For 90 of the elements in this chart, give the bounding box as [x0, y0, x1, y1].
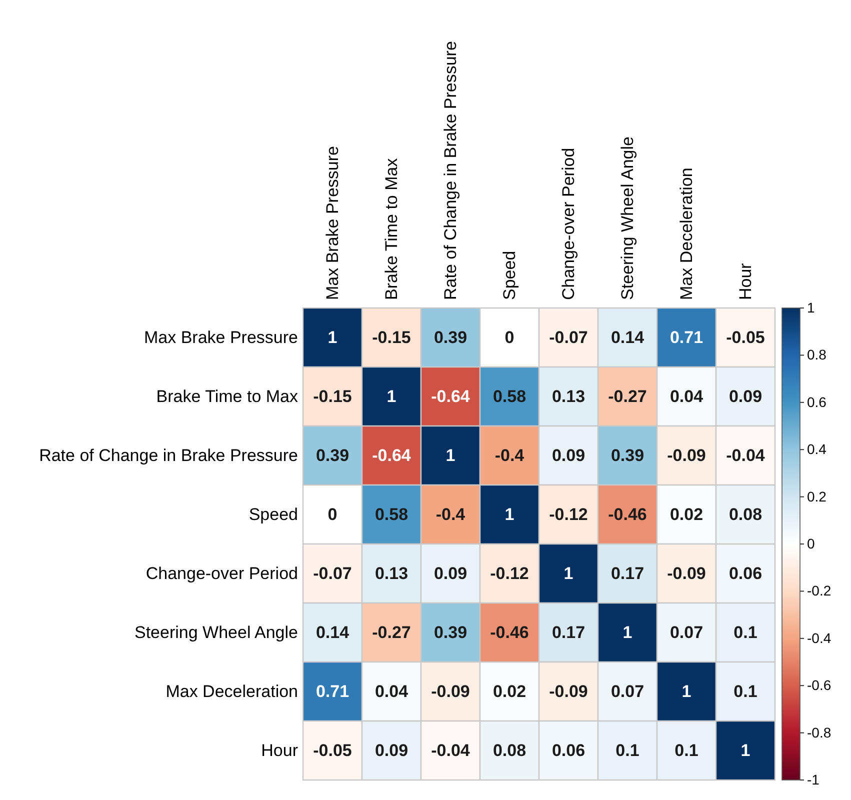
data-label: 0.08 — [492, 741, 526, 760]
data-label: 1 — [740, 741, 750, 760]
x-tick-label: Hour — [736, 262, 755, 300]
data-label: -0.12 — [490, 564, 529, 583]
data-label: 0.09 — [728, 387, 762, 406]
data-label: -0.04 — [726, 446, 766, 465]
data-label: 1 — [328, 328, 338, 347]
data-label: 0.17 — [552, 623, 586, 642]
data-label: -0.46 — [608, 505, 647, 524]
color-bar-label: -0.2 — [807, 582, 832, 599]
data-label: -0.46 — [490, 623, 529, 642]
data-label: -0.07 — [549, 328, 588, 347]
data-label: 0.04 — [670, 387, 704, 406]
data-label: -0.4 — [436, 505, 466, 524]
data-label: 0.58 — [492, 387, 526, 406]
y-tick-label: Rate of Change in Brake Pressure — [39, 446, 298, 465]
data-label: -0.05 — [313, 741, 352, 760]
data-label: 0.07 — [670, 623, 704, 642]
color-bar-label: 0.6 — [807, 394, 827, 410]
x-tick-label: Max Deceleration — [677, 168, 696, 300]
y-tick-label: Hour — [261, 741, 298, 760]
color-bar-label: -0.6 — [807, 677, 832, 694]
data-label: 0 — [504, 328, 514, 347]
data-label: -0.04 — [431, 741, 470, 760]
data-label: 0.09 — [434, 564, 468, 583]
data-label: 0.39 — [316, 446, 350, 465]
data-label: 0.39 — [610, 446, 644, 465]
y-tick-label: Max Deceleration — [166, 682, 298, 701]
data-label: -0.07 — [313, 564, 352, 583]
data-label: 0.17 — [610, 564, 644, 583]
data-label: 0.02 — [492, 682, 526, 701]
color-bar-label: 1 — [807, 299, 815, 316]
data-label: 0.08 — [728, 505, 762, 524]
data-label: -0.09 — [667, 564, 706, 583]
data-label: 1 — [446, 446, 456, 465]
data-label: 0.13 — [552, 387, 586, 406]
data-label: -0.15 — [313, 387, 352, 406]
x-tick-label: Change-over Period — [559, 148, 578, 300]
data-label: -0.05 — [726, 328, 765, 347]
data-label: 1 — [386, 387, 396, 406]
data-label: -0.64 — [372, 446, 412, 465]
data-label: 0.13 — [374, 564, 408, 583]
data-label: 0.14 — [316, 623, 350, 642]
data-label: 1 — [504, 505, 514, 524]
color-bar-label: 0.8 — [807, 346, 827, 363]
color-bar-label: 0.2 — [807, 488, 827, 504]
data-label: 0.1 — [674, 741, 698, 760]
x-tick-label: Speed — [500, 250, 519, 300]
data-label: 0 — [328, 505, 338, 524]
data-label: 0.1 — [616, 741, 640, 760]
data-label: 0.06 — [728, 564, 762, 583]
data-label: 0.71 — [670, 328, 704, 347]
data-label: 0.04 — [374, 682, 409, 701]
data-label: -0.4 — [494, 446, 525, 465]
data-label: 0.02 — [670, 505, 704, 524]
color-bar-label: -1 — [807, 771, 820, 788]
x-tick-label: Brake Time to Max — [382, 158, 401, 300]
data-label: 0.58 — [374, 505, 408, 524]
data-label: 0.09 — [374, 741, 408, 760]
data-label: -0.12 — [549, 505, 588, 524]
data-label: 0.09 — [552, 446, 586, 465]
y-tick-label: Max Brake Pressure — [144, 328, 298, 347]
color-bar-label: -0.8 — [807, 724, 832, 740]
data-label: 1 — [564, 564, 574, 583]
data-label: -0.27 — [608, 387, 647, 406]
data-label: 0.1 — [734, 682, 758, 701]
data-label: -0.27 — [372, 623, 411, 642]
data-label: 1 — [682, 682, 692, 701]
data-label: -0.15 — [372, 328, 411, 347]
color-bar-label: -0.4 — [807, 630, 832, 646]
color-bar-label: 0.4 — [807, 441, 827, 458]
x-tick-label: Rate of Change in Brake Pressure — [441, 41, 460, 300]
data-label: 1 — [622, 623, 632, 642]
data-label: -0.09 — [431, 682, 470, 701]
data-label: 0.71 — [316, 682, 350, 701]
data-label: -0.09 — [549, 682, 588, 701]
data-label: 0.39 — [434, 623, 468, 642]
data-label: 0.1 — [734, 623, 758, 642]
data-label: 0.14 — [610, 328, 645, 347]
y-tick-label: Speed — [248, 505, 298, 524]
color-bar-label: 0 — [807, 535, 815, 552]
data-label: 0.39 — [434, 328, 468, 347]
y-tick-label: Steering Wheel Angle — [134, 623, 298, 642]
data-label: 0.07 — [610, 682, 644, 701]
data-label: 0.06 — [552, 741, 586, 760]
y-tick-label: Brake Time to Max — [156, 387, 298, 406]
data-label: -0.09 — [667, 446, 706, 465]
data-label: -0.64 — [431, 387, 470, 406]
x-tick-label: Steering Wheel Angle — [618, 136, 637, 300]
y-tick-label: Change-over Period — [146, 564, 298, 583]
